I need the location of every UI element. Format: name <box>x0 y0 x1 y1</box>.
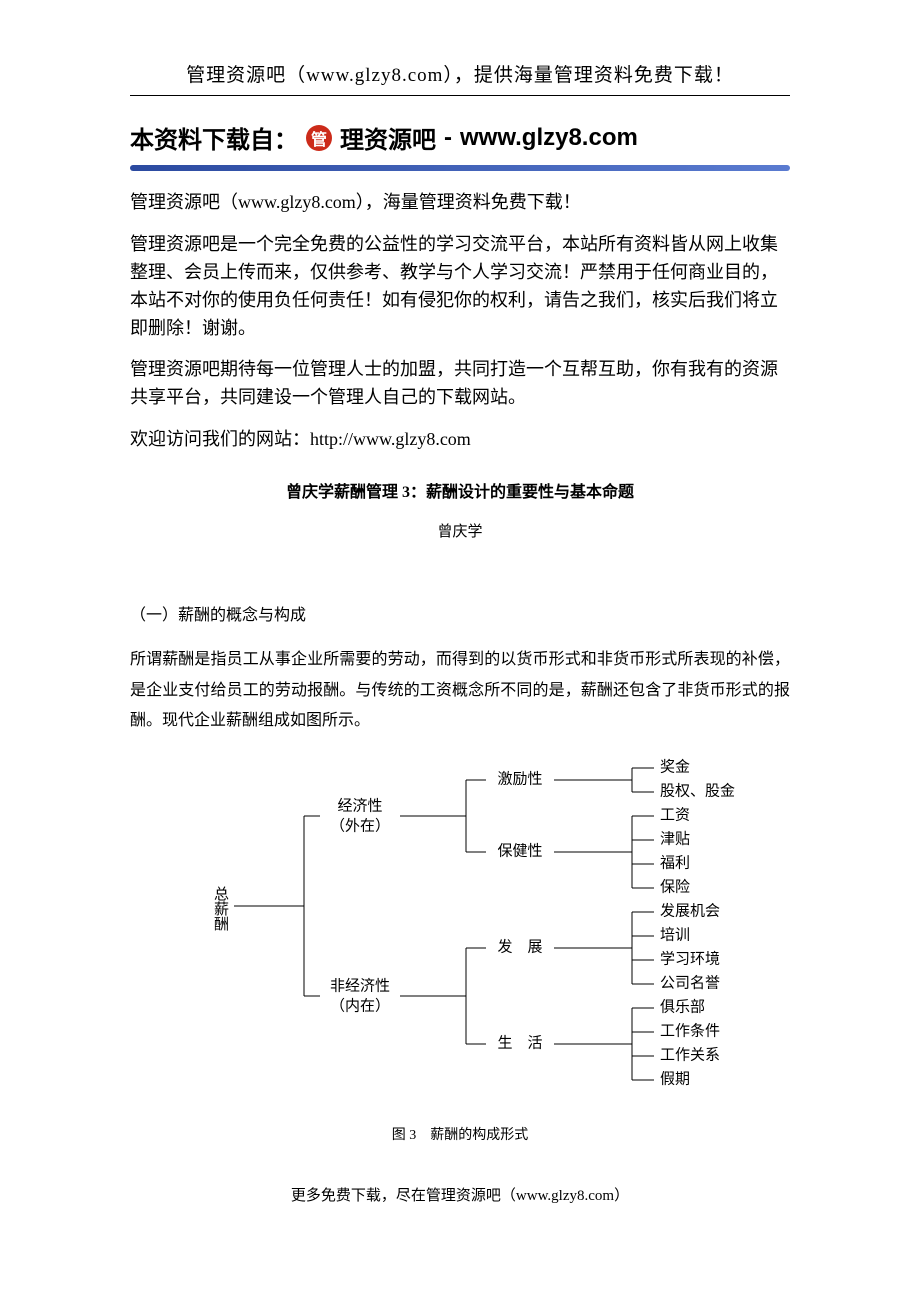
banner-url: www.glzy8.com <box>460 124 638 152</box>
banner-divider <box>130 165 790 171</box>
page-footer: 更多免费下载，尽在管理资源吧（www.glzy8.com） <box>130 1184 790 1205</box>
svg-text:发展机会: 发展机会 <box>660 903 720 920</box>
svg-text:激励性: 激励性 <box>497 771 542 788</box>
svg-text:经济性: 经济性 <box>337 798 382 815</box>
section-heading: （一）薪酬的概念与构成 <box>130 601 790 625</box>
intro-p3: 管理资源吧期待每一位管理人士的加盟，共同打造一个互帮互助，你有我有的资源共享平台… <box>130 356 790 412</box>
svg-text:培训: 培训 <box>660 927 690 944</box>
svg-text:发 展: 发 展 <box>497 939 542 956</box>
svg-text:股权、股金: 股权、股金 <box>660 783 735 800</box>
svg-text:津贴: 津贴 <box>660 831 690 848</box>
svg-text:总薪酬: 总薪酬 <box>212 886 229 932</box>
logo-icon: 管 <box>306 125 332 151</box>
page: 管理资源吧（www.glzy8.com），提供海量管理资料免费下载！ 本资料下载… <box>0 0 920 1245</box>
svg-text:保健性: 保健性 <box>497 843 542 860</box>
svg-text:福利: 福利 <box>660 855 690 872</box>
banner-top: 本资料下载自： 管 理资源吧 - www.glzy8.com <box>130 120 790 155</box>
diagram: 奖金股权、股金工资津贴福利保险发展机会培训学习环境公司名誉俱乐部工作条件工作关系… <box>130 756 790 1106</box>
svg-text:工资: 工资 <box>660 807 690 824</box>
svg-text:工作条件: 工作条件 <box>660 1023 720 1040</box>
svg-text:俱乐部: 俱乐部 <box>660 999 705 1016</box>
banner-sep: - <box>444 124 452 152</box>
tree-diagram: 奖金股权、股金工资津贴福利保险发展机会培训学习环境公司名誉俱乐部工作条件工作关系… <box>180 756 740 1106</box>
banner-prefix: 本资料下载自： <box>130 120 298 155</box>
svg-text:保险: 保险 <box>660 879 690 896</box>
banner: 本资料下载自： 管 理资源吧 - www.glzy8.com <box>130 120 790 171</box>
intro-p2: 管理资源吧是一个完全免费的公益性的学习交流平台，本站所有资料皆从网上收集整理、会… <box>130 231 790 343</box>
svg-text:假期: 假期 <box>660 1071 690 1088</box>
section-body: 所谓薪酬是指员工从事企业所需要的劳动，而得到的以货币形式和非货币形式所表现的补偿… <box>130 645 790 736</box>
banner-brand: 理资源吧 <box>340 120 436 155</box>
intro-p1: 管理资源吧（www.glzy8.com），海量管理资料免费下载！ <box>130 189 790 217</box>
svg-text:生 活: 生 活 <box>497 1035 542 1052</box>
diagram-caption: 图 3 薪酬的构成形式 <box>130 1124 790 1144</box>
svg-text:（内在）: （内在） <box>330 998 390 1015</box>
svg-text:奖金: 奖金 <box>660 759 690 776</box>
intro-block: 管理资源吧（www.glzy8.com），海量管理资料免费下载！ 管理资源吧是一… <box>130 189 790 454</box>
svg-text:学习环境: 学习环境 <box>660 950 720 968</box>
svg-text:非经济性: 非经济性 <box>330 978 390 995</box>
intro-p4: 欢迎访问我们的网站：http://www.glzy8.com <box>130 426 790 454</box>
article-author: 曾庆学 <box>130 520 790 541</box>
svg-text:工作关系: 工作关系 <box>660 1047 720 1064</box>
page-header: 管理资源吧（www.glzy8.com），提供海量管理资料免费下载！ <box>130 60 790 96</box>
article-title: 曾庆学薪酬管理 3：薪酬设计的重要性与基本命题 <box>130 478 790 502</box>
svg-text:公司名誉: 公司名誉 <box>660 975 720 992</box>
svg-text:（外在）: （外在） <box>330 818 390 835</box>
